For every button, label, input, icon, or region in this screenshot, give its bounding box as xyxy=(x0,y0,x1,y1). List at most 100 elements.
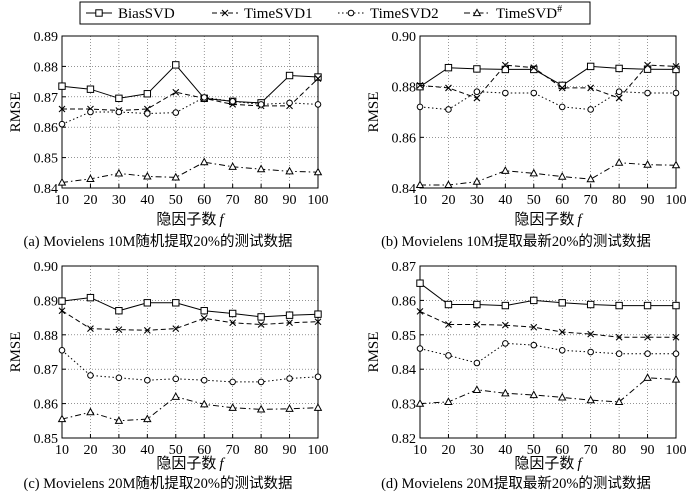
data-point-stroke-b xyxy=(672,333,680,341)
data-point xyxy=(530,323,538,331)
data-point xyxy=(172,61,180,69)
series-0 xyxy=(416,279,680,310)
data-point xyxy=(529,390,539,399)
data-point xyxy=(314,75,322,82)
x-tick-label: 10 xyxy=(413,443,427,458)
data-point xyxy=(171,392,181,400)
legend-label-superscript: # xyxy=(557,4,562,15)
data-point xyxy=(314,373,322,381)
data-point xyxy=(615,94,623,102)
series-3 xyxy=(415,158,681,189)
plot-frame xyxy=(61,265,319,439)
data-point xyxy=(57,177,67,186)
data-point xyxy=(644,89,651,97)
legend-box xyxy=(79,1,591,25)
series-3 xyxy=(57,392,323,424)
data-point xyxy=(115,108,123,116)
data-point xyxy=(501,61,509,69)
grid xyxy=(420,36,676,188)
series-3 xyxy=(57,157,323,186)
data-point xyxy=(143,171,152,180)
y-tick-label: 0.85 xyxy=(34,432,59,447)
x-tick-label: 100 xyxy=(666,193,687,208)
series-line-1 xyxy=(62,78,319,112)
data-point xyxy=(229,98,236,105)
legend-entry-1: TimeSVD1 xyxy=(212,6,313,22)
data-point xyxy=(87,325,94,332)
data-point xyxy=(672,89,680,97)
data-point xyxy=(444,180,453,189)
data-point xyxy=(557,392,567,401)
x-tick-label: 20 xyxy=(441,443,455,458)
data-point xyxy=(530,296,538,305)
data-point-stroke-b xyxy=(644,333,651,341)
data-point-stroke-b xyxy=(314,75,322,82)
data-point xyxy=(672,65,680,74)
x-tick-label: 30 xyxy=(470,193,484,208)
legend-label-2: TimeSVD2 xyxy=(370,6,439,22)
series-2 xyxy=(58,94,322,128)
y-axis-label: RMSE xyxy=(366,332,382,373)
data-point xyxy=(615,350,623,358)
data-point-stroke-b xyxy=(615,94,623,102)
data-point xyxy=(530,64,538,72)
x-tick-label: 90 xyxy=(641,443,655,458)
data-point xyxy=(587,330,595,338)
data-point xyxy=(416,279,424,287)
x-tick-label: 20 xyxy=(441,193,455,208)
series-line-1 xyxy=(61,310,319,331)
data-point-stroke-b xyxy=(558,328,566,336)
data-point-stroke-b xyxy=(501,321,509,329)
data-point xyxy=(229,319,237,327)
data-point xyxy=(58,82,66,90)
y-axis-label: RMSE xyxy=(8,92,24,133)
data-point xyxy=(643,373,652,381)
data-point xyxy=(530,65,538,74)
data-point xyxy=(286,319,293,327)
data-point xyxy=(444,300,453,309)
data-point-stroke-b xyxy=(172,88,180,96)
data-point-stroke-b xyxy=(445,321,452,328)
series-line-0 xyxy=(61,64,319,104)
data-point xyxy=(143,326,151,334)
subplot-caption: (d) Movielens 20M提取最新20%的测试数据 xyxy=(381,475,651,492)
x-tick-label: 90 xyxy=(283,193,297,208)
data-point xyxy=(445,321,452,328)
data-point xyxy=(286,375,293,382)
data-point-stroke-b xyxy=(286,319,293,327)
series-line-0 xyxy=(61,297,319,318)
data-point xyxy=(672,350,680,358)
data-point xyxy=(144,110,151,117)
data-point-stroke-b xyxy=(672,63,680,70)
x-tick-label: 80 xyxy=(612,193,626,208)
data-point xyxy=(558,84,566,92)
y-tick-label: 0.89 xyxy=(34,294,59,309)
data-point xyxy=(172,88,180,96)
data-point-stroke-b xyxy=(530,323,538,331)
data-point xyxy=(415,180,425,189)
data-point xyxy=(285,71,294,80)
data-point xyxy=(445,352,452,359)
data-point xyxy=(587,348,594,356)
data-point xyxy=(530,89,538,97)
data-point-stroke-b xyxy=(501,61,509,69)
x-axis-label-var: f xyxy=(577,212,583,228)
data-point xyxy=(172,375,180,383)
data-point xyxy=(86,293,95,302)
legend-label-3: TimeSVD# xyxy=(496,4,562,22)
x-axis-label-var: f xyxy=(219,456,225,472)
x-tick-label: 30 xyxy=(470,443,484,458)
data-point xyxy=(200,307,208,315)
x-tick-label: 80 xyxy=(254,193,268,208)
data-point xyxy=(115,307,123,315)
data-point xyxy=(58,346,66,354)
x-tick-label: 50 xyxy=(169,193,183,208)
data-point xyxy=(143,299,152,307)
x-axis-label: 隐因子数 f xyxy=(156,211,225,228)
x-tick-label: 30 xyxy=(112,193,126,208)
y-tick-label: 0.85 xyxy=(392,329,417,344)
x-tick-label: 20 xyxy=(83,443,97,458)
data-point-stroke-b xyxy=(530,64,538,72)
data-point-stroke-b xyxy=(115,326,123,334)
x-axis-label-text: 隐因子数 xyxy=(514,455,574,472)
